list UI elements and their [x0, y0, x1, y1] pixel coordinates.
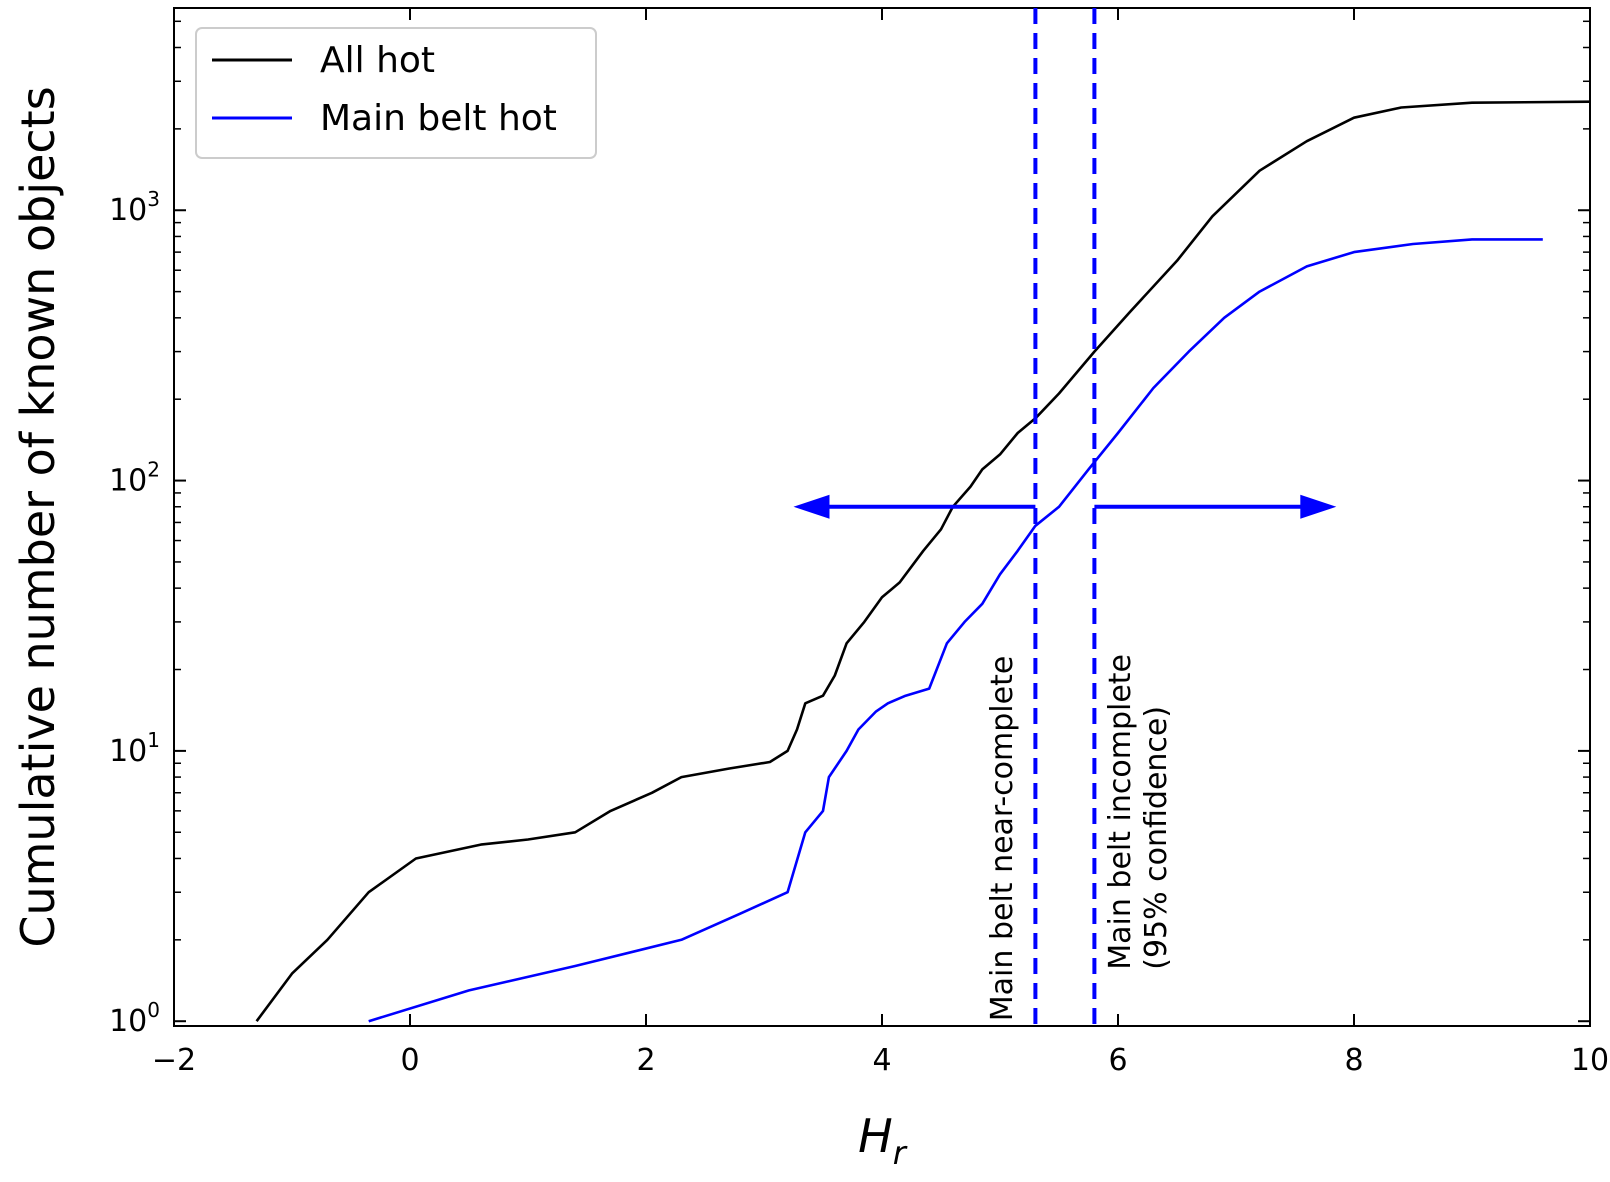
y-tick-label: 100	[109, 998, 160, 1039]
arrow-head-2	[1300, 494, 1337, 519]
series-line-1	[255, 100, 1591, 1022]
y-tick-label: 101	[109, 728, 160, 769]
x-axis-title: Hr	[858, 1109, 908, 1172]
legend-box	[195, 27, 597, 159]
annotation-1: Main belt near-complete	[985, 656, 1020, 1022]
plot-frame	[173, 7, 1591, 1027]
x-tick-label: −2	[152, 1043, 196, 1078]
x-tick-label: 8	[1344, 1043, 1363, 1078]
annotation-2: Main belt incomplete(95% confidence)	[1103, 654, 1174, 970]
legend-label-1: All hot	[320, 40, 435, 81]
x-tick-label: 0	[400, 1043, 419, 1078]
y-tick-label: 103	[109, 187, 160, 228]
series-line-2	[368, 238, 1543, 1023]
x-tick-label: 6	[1108, 1043, 1127, 1078]
y-tick-label: 102	[109, 458, 160, 499]
x-tick-label: 4	[872, 1043, 891, 1078]
x-tick-label: 2	[636, 1043, 655, 1078]
arrow-head-1	[793, 494, 830, 519]
y-axis-title: Cumulative number of known objects	[11, 86, 65, 947]
legend-label-2: Main belt hot	[320, 98, 557, 139]
x-tick-label: 10	[1571, 1043, 1609, 1078]
